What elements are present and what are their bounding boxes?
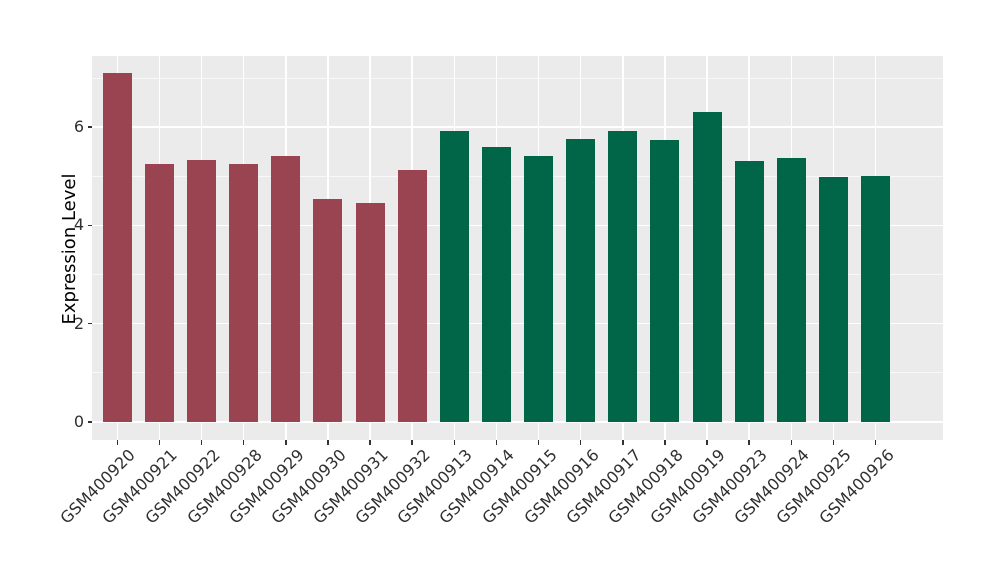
x-tick-mark — [706, 440, 708, 445]
x-tick-mark — [622, 440, 624, 445]
x-tick-mark — [200, 440, 203, 445]
y-tick-label: 0 — [73, 411, 84, 431]
y-tick-mark — [87, 322, 92, 325]
x-tick-mark — [579, 440, 582, 445]
bar-GSM400925 — [818, 177, 848, 422]
bar-GSM400921 — [144, 163, 174, 422]
x-tick-mark — [874, 440, 877, 445]
x-tick-mark — [285, 440, 287, 445]
bar-GSM400930 — [313, 198, 343, 422]
x-tick-mark — [664, 440, 666, 445]
bar-GSM400926 — [861, 176, 891, 422]
bar-GSM400913 — [439, 131, 469, 422]
gridline-minor — [92, 175, 943, 177]
bar-GSM400920 — [102, 73, 132, 422]
bar-GSM400932 — [397, 169, 427, 422]
x-tick-mark — [158, 440, 161, 445]
y-tick-label: 4 — [73, 215, 84, 235]
bar-GSM400916 — [566, 138, 596, 422]
x-tick-mark — [242, 440, 245, 445]
x-tick-mark — [369, 440, 371, 445]
y-tick-label: 6 — [73, 117, 84, 137]
y-tick-label: 2 — [73, 313, 84, 333]
x-tick-mark — [495, 440, 498, 445]
bar-GSM400914 — [481, 146, 511, 422]
gridline-major — [92, 126, 943, 128]
gridline-minor — [92, 372, 943, 374]
bar-GSM400922 — [187, 160, 217, 422]
plot-panel — [92, 56, 943, 440]
bar-GSM400931 — [355, 203, 385, 422]
x-tick-mark — [411, 440, 413, 445]
x-tick-mark — [790, 440, 793, 445]
y-tick-mark — [87, 224, 92, 227]
x-tick-mark — [116, 440, 119, 445]
bar-GSM400918 — [650, 139, 680, 422]
gridline-major — [92, 421, 943, 423]
x-tick-mark — [327, 440, 329, 445]
gridline-major — [92, 224, 943, 227]
bar-GSM400919 — [692, 112, 722, 422]
bar-GSM400917 — [608, 130, 638, 422]
gridline-major — [92, 322, 943, 325]
bar-GSM400915 — [524, 156, 554, 422]
x-tick-mark — [537, 440, 540, 445]
gridline-minor — [92, 77, 943, 79]
y-tick-mark — [87, 126, 92, 128]
bar-GSM400924 — [776, 157, 806, 422]
x-tick-mark — [832, 440, 835, 445]
x-tick-mark — [453, 440, 456, 445]
x-tick-mark — [748, 440, 750, 445]
bar-GSM400929 — [271, 155, 301, 422]
y-tick-mark — [87, 421, 92, 423]
gridline-minor — [92, 274, 943, 276]
bar-GSM400923 — [734, 161, 764, 422]
y-axis-title: Expression Level — [59, 173, 80, 325]
bar-GSM400928 — [229, 163, 259, 422]
